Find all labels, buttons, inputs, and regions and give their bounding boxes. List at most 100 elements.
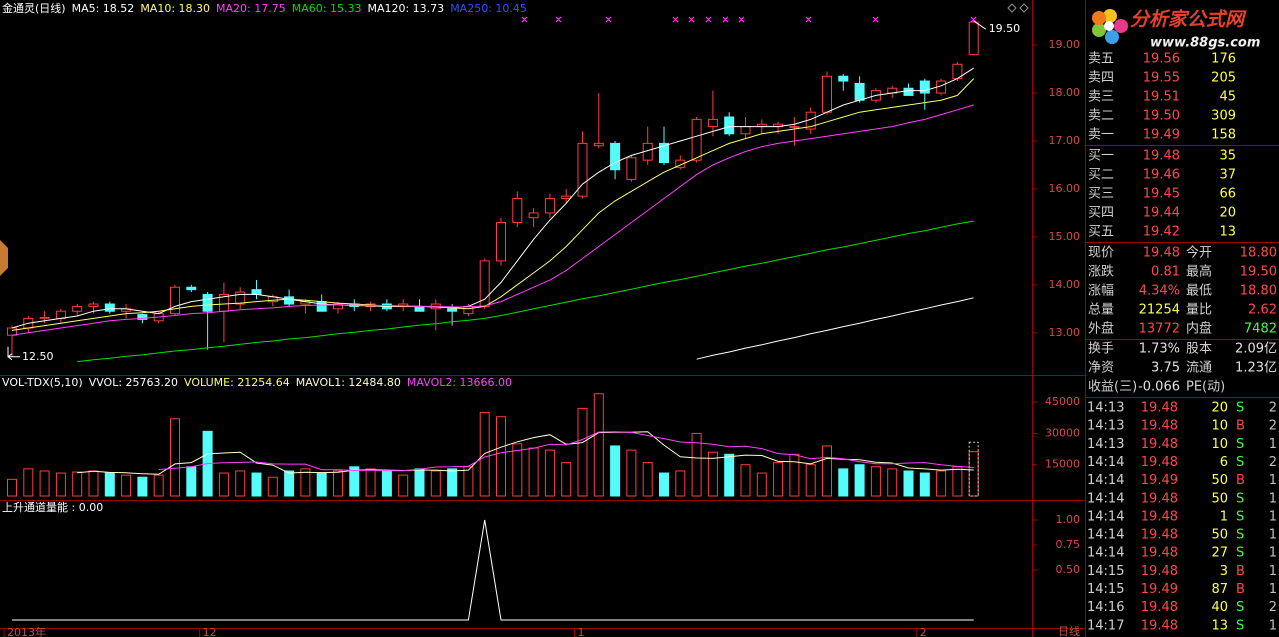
trade-time: 14:14 xyxy=(1087,546,1124,561)
header-item: VOLUME: 21254.64 xyxy=(184,376,290,389)
estimated-volume xyxy=(968,441,979,497)
candle-body xyxy=(202,293,213,312)
trade-time: 14:15 xyxy=(1087,582,1124,597)
volume-bar xyxy=(952,466,963,497)
trade-price: 19.48 xyxy=(1141,564,1178,579)
volume-bar xyxy=(333,470,343,497)
trade-count: 1 xyxy=(1269,564,1277,579)
book-label: 卖三 xyxy=(1088,90,1114,105)
trade-count: 1 xyxy=(1269,473,1277,488)
candle-body xyxy=(251,289,262,295)
volume-bar xyxy=(691,432,702,497)
volume-bar xyxy=(414,468,425,497)
trade-price: 19.48 xyxy=(1141,455,1178,470)
trade-volume: 20 xyxy=(1211,401,1228,416)
volume-bar xyxy=(773,462,784,497)
candle-body xyxy=(88,303,99,307)
trade-count: 1 xyxy=(1269,528,1277,543)
volume-bar xyxy=(430,470,441,497)
volume-bar xyxy=(267,476,278,497)
header-item: MA5: 18.52 xyxy=(72,2,135,15)
trade-price: 19.49 xyxy=(1141,473,1178,488)
stat-value: 21254 xyxy=(1139,303,1180,318)
trade-side: B xyxy=(1236,564,1245,579)
candle-body xyxy=(170,286,180,315)
candle-body xyxy=(610,142,621,171)
book-volume: 13 xyxy=(1219,225,1236,240)
volume-bar xyxy=(936,470,947,497)
volume-bar xyxy=(121,474,132,497)
candle-body xyxy=(691,118,702,161)
book-volume: 309 xyxy=(1211,109,1236,124)
volume-bar xyxy=(55,472,66,497)
stat-label: 净资 xyxy=(1088,361,1114,376)
volume-bar xyxy=(512,443,523,497)
ma-line xyxy=(11,78,975,331)
candle-body xyxy=(968,21,979,56)
trade-price: 19.48 xyxy=(1141,401,1178,416)
book-label: 卖四 xyxy=(1088,71,1114,86)
window-icons[interactable] xyxy=(1007,3,1029,13)
volume-bar xyxy=(756,472,767,497)
candle-body xyxy=(659,142,669,164)
y-tick-label: 17.00 xyxy=(1049,134,1081,147)
trade-volume: 27 xyxy=(1211,546,1228,561)
trade-price: 19.48 xyxy=(1141,419,1178,434)
stat-label: 流通 xyxy=(1186,361,1212,376)
side-tab[interactable] xyxy=(0,240,8,276)
stat-label: 现价 xyxy=(1088,246,1114,261)
volume-bar xyxy=(887,468,898,497)
volume-bar xyxy=(104,472,115,497)
stat-label: 量比 xyxy=(1186,303,1212,318)
candle-body xyxy=(186,286,197,291)
volume-bar xyxy=(479,412,490,497)
trade-count: 1 xyxy=(1269,618,1277,633)
panel-header: VOL-TDX(5,10) VVOL: 25763.20 VOLUME: 21254… xyxy=(2,376,512,389)
trade-volume: 50 xyxy=(1211,491,1228,506)
trade-side: B xyxy=(1236,582,1245,597)
volume-bar xyxy=(398,474,409,497)
stat-value: 19.48 xyxy=(1143,246,1180,261)
stat-value: 1.73% xyxy=(1139,342,1180,357)
trade-price: 19.48 xyxy=(1141,600,1178,615)
y-tick-label: 15000 xyxy=(1045,458,1080,471)
volume-bar xyxy=(284,470,295,497)
signal-marks xyxy=(521,16,977,23)
trade-time: 14:14 xyxy=(1087,473,1124,488)
y-tick-label: 19.00 xyxy=(1049,38,1081,51)
ma-line xyxy=(11,104,974,336)
volume-bar xyxy=(577,407,588,497)
stat-value: 2.62 xyxy=(1248,303,1277,318)
volume-bar xyxy=(593,393,604,497)
volume-bar xyxy=(235,470,246,497)
volume-bar xyxy=(316,472,327,497)
volume-bar xyxy=(870,466,881,497)
book-label: 卖五 xyxy=(1088,52,1114,67)
trade-price: 19.48 xyxy=(1141,546,1178,561)
stat-label: 内盘 xyxy=(1186,321,1212,337)
header-item: MA250: 10.45 xyxy=(450,2,527,15)
ma-line xyxy=(77,220,974,363)
volume-bar xyxy=(854,464,865,497)
trade-volume: 50 xyxy=(1211,528,1228,543)
trade-count: 1 xyxy=(1269,509,1277,524)
volume-bar xyxy=(447,468,458,497)
trade-time: 14:16 xyxy=(1087,600,1124,615)
trade-count: 2 xyxy=(1269,401,1277,416)
candle-body xyxy=(414,305,425,312)
candle-body xyxy=(235,291,246,305)
trade-volume: 6 xyxy=(1220,455,1228,470)
candle-body xyxy=(593,142,604,147)
trade-count: 2 xyxy=(1269,419,1277,434)
trade-side: S xyxy=(1236,618,1244,633)
trade-side: S xyxy=(1236,509,1244,524)
volume-bar xyxy=(153,474,164,497)
trade-side: S xyxy=(1236,600,1244,615)
mavol-line xyxy=(158,431,974,472)
stat-value: 7482 xyxy=(1244,322,1277,337)
book-price: 19.51 xyxy=(1143,90,1180,105)
book-price: 19.48 xyxy=(1143,149,1180,164)
volume-bar xyxy=(528,447,539,497)
volume-bar xyxy=(381,470,392,497)
